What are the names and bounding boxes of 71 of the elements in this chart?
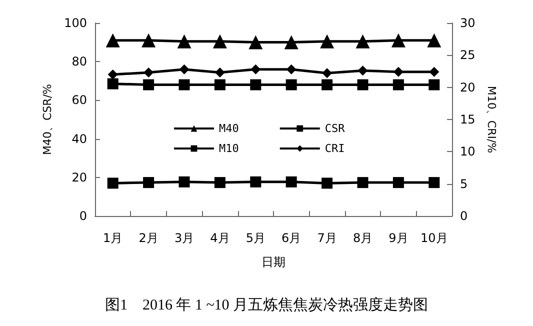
- x-tick-label: 10月: [420, 231, 448, 245]
- point: [106, 33, 120, 48]
- x-tick-label: 2月: [138, 231, 158, 245]
- point: [143, 79, 154, 90]
- point: [286, 176, 297, 188]
- y2-tick-label: 5: [460, 176, 468, 191]
- x-tick-label: 9月: [388, 231, 408, 245]
- point: [322, 178, 333, 189]
- x-tick-label: 7月: [317, 231, 337, 245]
- x-tick-label: 6月: [282, 231, 302, 245]
- point: [250, 79, 262, 90]
- y-tick-label: 60: [72, 93, 87, 108]
- point: [214, 79, 226, 90]
- point: [427, 33, 442, 48]
- point: [178, 176, 190, 188]
- point: [393, 66, 404, 77]
- point: [322, 79, 333, 90]
- y2-tick-label: 20: [460, 80, 476, 94]
- legend-label: CRI: [324, 142, 345, 155]
- point: [107, 78, 118, 90]
- y2-axis-title: M10、CRI/%: [485, 86, 498, 154]
- legend-label: M40: [219, 122, 239, 135]
- legend-label: CSR: [324, 122, 346, 135]
- point: [392, 177, 404, 188]
- point: [320, 34, 334, 48]
- point: [284, 35, 298, 50]
- y2-tick-label: 10: [460, 144, 476, 159]
- point: [143, 177, 154, 188]
- y-tick-label: 100: [64, 16, 87, 30]
- x-tick-label: 5月: [246, 231, 266, 245]
- point: [214, 68, 225, 78]
- point: [356, 34, 370, 48]
- y-tick-label: 40: [72, 132, 87, 146]
- x-tick-label: 1月: [103, 231, 123, 245]
- point: [178, 79, 190, 90]
- y-tick-label: 80: [72, 54, 87, 69]
- point: [429, 66, 440, 77]
- point: [248, 35, 263, 50]
- x-tick-label: 3月: [174, 231, 194, 245]
- point: [107, 178, 118, 189]
- x-tick-label: 8月: [352, 231, 373, 245]
- point: [322, 68, 332, 78]
- text: 图1 2016 年 1 ~10 月五炼焦焦炭冷热强度走势图: [104, 296, 428, 314]
- point: [428, 79, 440, 90]
- legend-label: M10: [219, 142, 239, 155]
- point: [177, 34, 192, 48]
- point: [286, 64, 296, 74]
- y-tick-label: 0: [79, 209, 87, 223]
- point: [358, 66, 368, 76]
- x-axis-title: 日期: [262, 255, 286, 269]
- y2-tick-label: 25: [460, 48, 476, 62]
- point: [357, 79, 368, 90]
- point: [142, 33, 156, 48]
- y2-tick-label: 15: [460, 112, 476, 126]
- point: [144, 68, 154, 78]
- y-tick-label: 20: [72, 170, 87, 184]
- y2-tick-label: 0: [460, 209, 468, 223]
- point: [357, 177, 368, 188]
- y-axis-title: M40、CSR/%: [41, 84, 54, 155]
- point: [250, 64, 261, 74]
- point: [179, 64, 190, 74]
- point: [212, 34, 227, 48]
- point: [108, 69, 118, 80]
- point: [286, 79, 297, 90]
- point: [214, 177, 226, 188]
- point: [250, 176, 262, 188]
- x-tick-label: 4月: [210, 231, 230, 245]
- y2-tick-label: 30: [460, 16, 476, 30]
- point: [392, 79, 404, 90]
- point: [428, 177, 440, 188]
- point: [391, 33, 406, 48]
